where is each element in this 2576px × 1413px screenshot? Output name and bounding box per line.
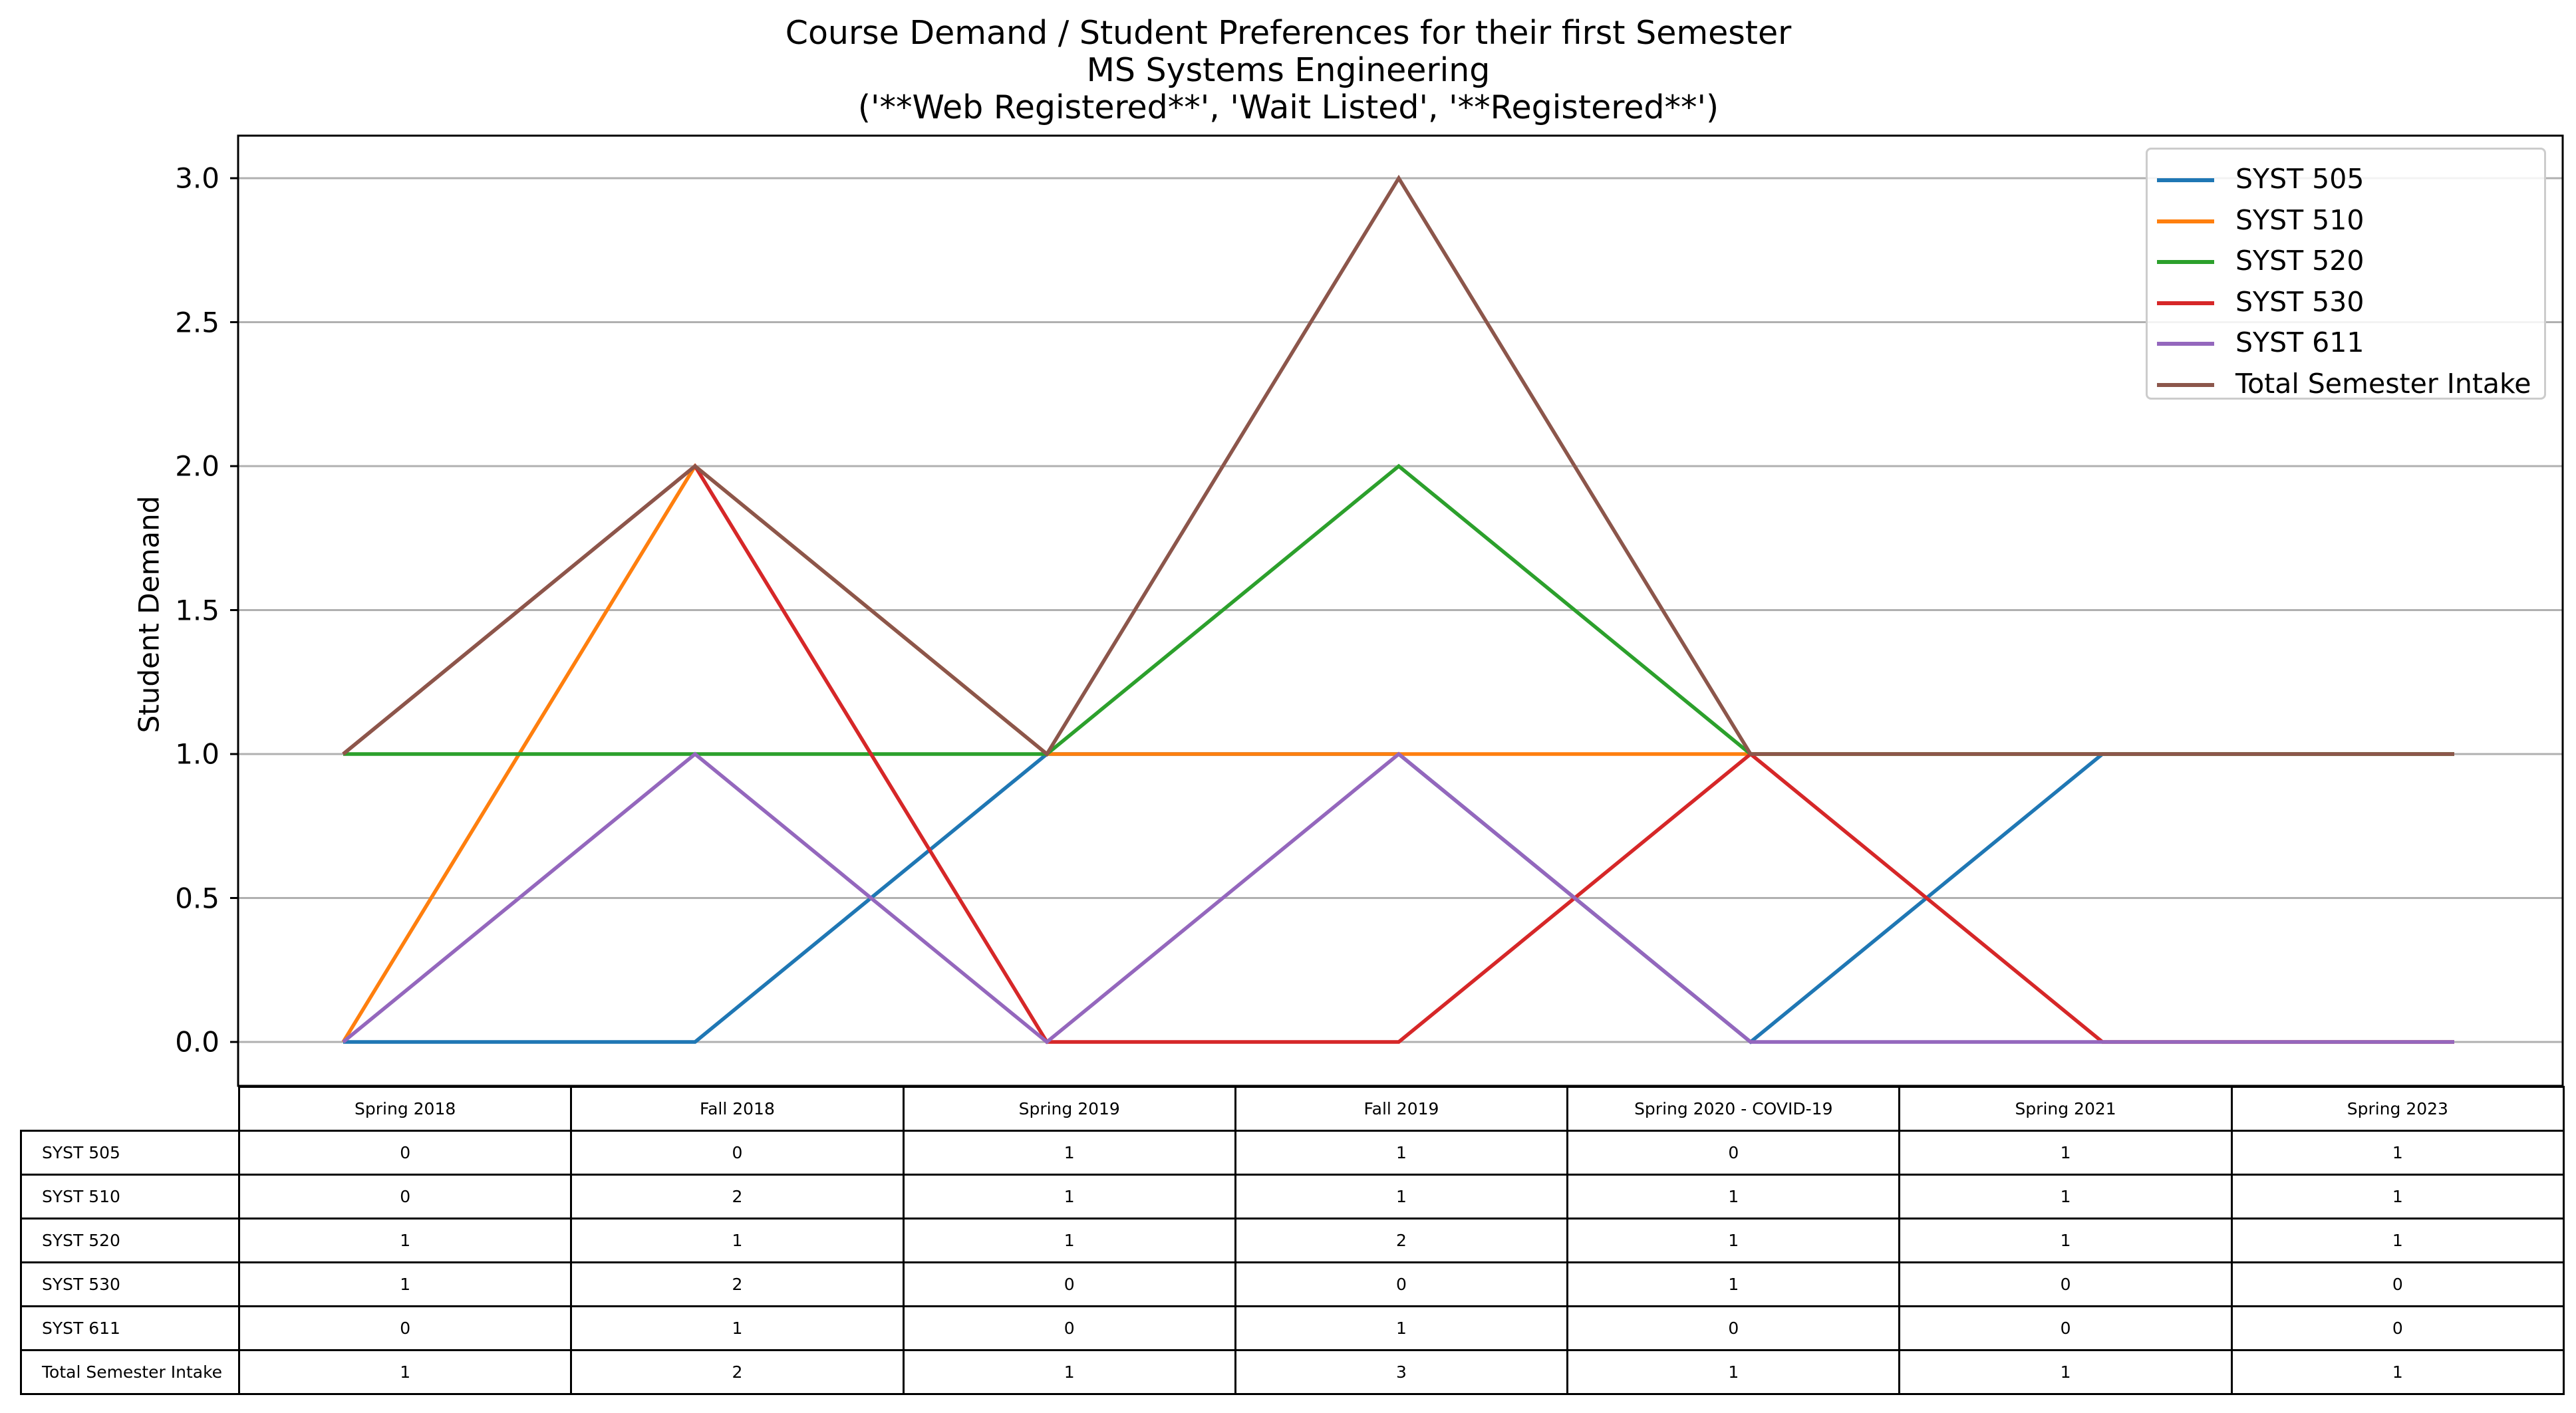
legend-swatch (2157, 382, 2214, 387)
table-cell: 0 (1898, 1261, 2233, 1307)
table-cell: 0 (902, 1261, 1236, 1307)
table-cell: 0 (1566, 1130, 1901, 1176)
legend: SYST 505 SYST 510 SYST 520 SYST 530 SYST 611… (2146, 148, 2546, 400)
table-row-header: SYST 611 (20, 1305, 240, 1351)
y-tick-label: 1.0 (175, 737, 219, 771)
table-cell: 0 (238, 1130, 573, 1176)
table-cell: 2 (570, 1349, 905, 1395)
table-cell: 0 (1898, 1305, 2233, 1351)
legend-label: SYST 510 (2235, 203, 2364, 236)
table-cell: 0 (1234, 1261, 1569, 1307)
table-cell: 3 (1234, 1349, 1569, 1395)
table-row-header: SYST 530 (20, 1261, 240, 1307)
table-cell: 1 (238, 1218, 573, 1263)
table-column-header: Spring 2018 (238, 1086, 573, 1132)
legend-label: SYST 611 (2235, 326, 2364, 358)
table-cell: 1 (570, 1305, 905, 1351)
table-cell: 1 (238, 1261, 573, 1307)
table-column-header: Spring 2020 - COVID-19 (1566, 1086, 1901, 1132)
y-tick-label: 0.0 (175, 1025, 219, 1059)
table-cell: 1 (1898, 1349, 2233, 1395)
table-cell: 1 (1566, 1261, 1901, 1307)
legend-item: SYST 510 (2148, 201, 2544, 241)
table-cell: 1 (902, 1218, 1236, 1263)
legend-label: SYST 520 (2235, 245, 2364, 277)
table-cell: 1 (2230, 1130, 2565, 1176)
table-column-header: Spring 2021 (1898, 1086, 2233, 1132)
table-cell: 0 (1566, 1305, 1901, 1351)
table-cell: 1 (2230, 1174, 2565, 1220)
table-cell: 0 (2230, 1305, 2565, 1351)
legend-label: Total Semester Intake (2235, 367, 2531, 400)
table-cell: 1 (1566, 1174, 1901, 1220)
legend-swatch (2157, 178, 2214, 182)
legend-item: SYST 505 (2148, 160, 2544, 200)
chart-title-line-3: ('**Web Registered**', 'Wait Listed', '*… (857, 88, 1719, 126)
table-cell: 1 (902, 1349, 1236, 1395)
table-cell: 1 (1898, 1218, 2233, 1263)
chart-title-line-2: MS Systems Engineering (1086, 51, 1491, 89)
table-row-header: SYST 510 (20, 1174, 240, 1220)
table-cell: 1 (1234, 1130, 1569, 1176)
y-tick-label: 2.5 (175, 306, 219, 338)
legend-label: SYST 530 (2235, 285, 2364, 318)
chart-title-line-1: Course Demand / Student Preferences for … (785, 14, 1792, 52)
table-column-header: Fall 2018 (570, 1086, 905, 1132)
legend-item: SYST 611 (2148, 324, 2544, 364)
table-row-header: SYST 520 (20, 1218, 240, 1263)
legend-swatch (2157, 260, 2214, 264)
y-tick-label: 3.0 (175, 162, 219, 195)
table-cell: 1 (1234, 1174, 1569, 1220)
legend-label: SYST 505 (2235, 163, 2364, 195)
table-column-header: Fall 2019 (1234, 1086, 1569, 1132)
legend-item: SYST 520 (2148, 242, 2544, 282)
y-tick-label: 1.5 (175, 594, 219, 626)
legend-item: Total Semester Intake (2148, 365, 2544, 405)
table-row-header: SYST 505 (20, 1130, 240, 1176)
legend-item: SYST 530 (2148, 283, 2544, 323)
table-cell: 1 (902, 1130, 1236, 1176)
y-tick-label: 0.5 (175, 882, 219, 914)
table-cell: 1 (2230, 1349, 2565, 1395)
table-cell: 1 (1234, 1305, 1569, 1351)
series-line-syst-611 (342, 751, 2454, 1045)
legend-swatch (2157, 342, 2214, 346)
table-cell: 1 (902, 1174, 1236, 1220)
table-cell: 0 (238, 1305, 573, 1351)
table-row-header: Total Semester Intake (20, 1349, 240, 1395)
table-cell: 1 (2230, 1218, 2565, 1263)
legend-swatch (2157, 219, 2214, 223)
table-cell: 2 (1234, 1218, 1569, 1263)
table-cell: 1 (1898, 1130, 2233, 1176)
table-cell: 2 (570, 1261, 905, 1307)
table-cell: 1 (1898, 1174, 2233, 1220)
table-cell: 1 (238, 1349, 573, 1395)
legend-swatch (2157, 301, 2214, 305)
table-cell: 1 (1566, 1218, 1901, 1263)
table-cell: 0 (238, 1174, 573, 1220)
table-cell: 0 (2230, 1261, 2565, 1307)
table-cell: 1 (570, 1218, 905, 1263)
table-column-header: Spring 2019 (902, 1086, 1236, 1132)
table-column-header: Spring 2023 (2230, 1086, 2565, 1132)
y-tick-label: 2.0 (175, 450, 219, 483)
series-line-total-semester-intake (342, 174, 2454, 757)
table-cell: 0 (902, 1305, 1236, 1351)
table-cell: 2 (570, 1174, 905, 1220)
table-cell: 0 (570, 1130, 905, 1176)
table-cell: 1 (1566, 1349, 1901, 1395)
